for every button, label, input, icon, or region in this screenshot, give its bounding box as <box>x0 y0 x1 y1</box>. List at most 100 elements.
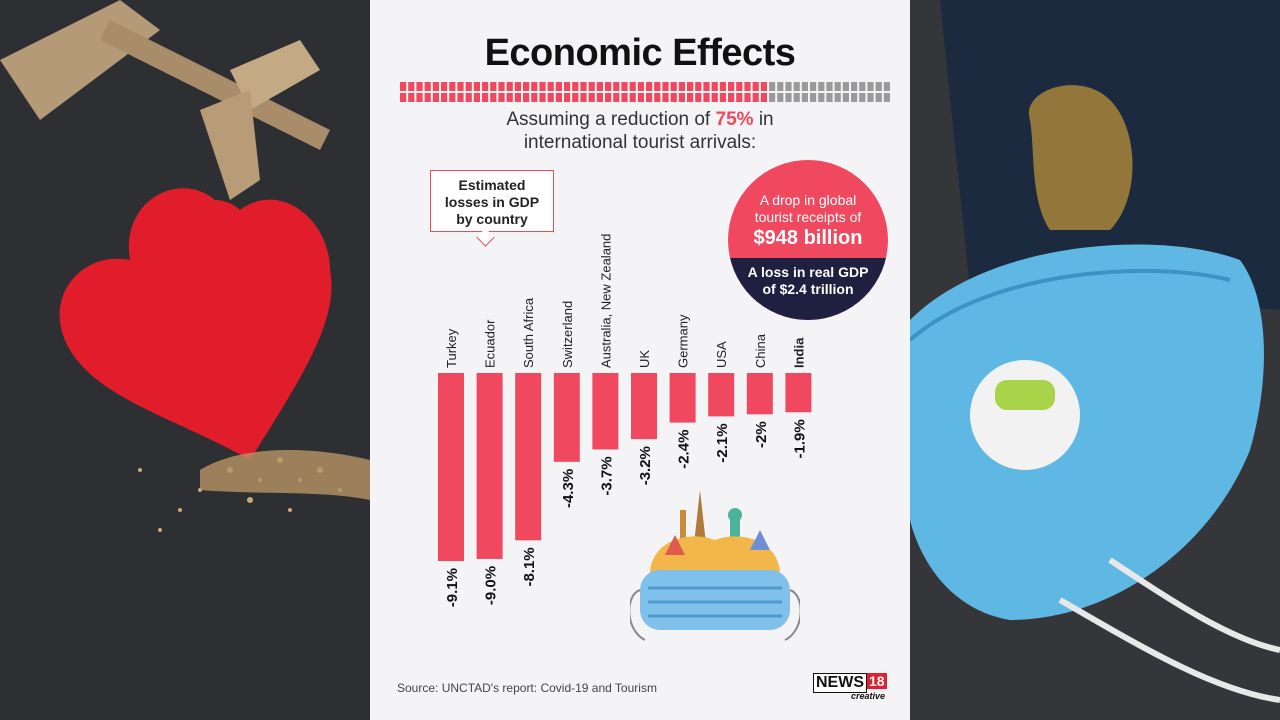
background-photo-left <box>0 0 370 720</box>
progress-segment <box>424 93 431 102</box>
progress-segment <box>449 82 456 91</box>
category-label: UK <box>637 350 652 368</box>
progress-segment <box>670 82 677 91</box>
gdp-loss-callout: Estimated losses in GDP by country <box>430 170 554 232</box>
category-label: Australia, New Zealand <box>598 234 613 368</box>
progress-segment <box>588 82 595 91</box>
category-label: Ecuador <box>483 319 498 368</box>
progress-segment <box>859 93 866 102</box>
bar <box>746 373 773 415</box>
progress-segment <box>867 93 874 102</box>
receipts-line1: A drop in global <box>759 192 857 208</box>
progress-segment <box>523 93 530 102</box>
receipts-text: A drop in global tourist receipts of <box>728 192 888 226</box>
progress-segment <box>580 93 587 102</box>
category-label: USA <box>714 341 729 368</box>
logo-text: NEWS <box>813 673 867 693</box>
progress-segment <box>613 93 620 102</box>
progress-segment <box>424 82 431 91</box>
progress-segment <box>842 93 849 102</box>
category-label: India <box>791 337 806 368</box>
bar <box>631 373 657 440</box>
category-label: South Africa <box>521 297 536 368</box>
value-label: -2.1% <box>714 423 731 462</box>
progress-segment <box>539 82 546 91</box>
progress-segment <box>441 93 448 102</box>
value-label: -2% <box>753 421 770 448</box>
progress-segment <box>760 93 767 102</box>
progress-segment <box>851 82 858 91</box>
progress-segment <box>482 82 489 91</box>
progress-segment <box>596 82 603 91</box>
progress-segment <box>695 93 702 102</box>
gdp-loss-box: A loss in real GDP of $2.4 trillion <box>728 258 888 320</box>
progress-segment <box>842 82 849 91</box>
progress-segment <box>711 82 718 91</box>
progress-segment <box>482 93 489 102</box>
progress-segment <box>416 93 423 102</box>
progress-segment <box>834 93 841 102</box>
progress-segment <box>769 82 776 91</box>
progress-segment <box>867 82 874 91</box>
progress-segment <box>514 82 521 91</box>
progress-segment <box>793 82 800 91</box>
progress-segment <box>810 93 817 102</box>
progress-segment <box>670 93 677 102</box>
progress-segment <box>744 82 751 91</box>
progress-segment <box>490 82 497 91</box>
progress-segment <box>646 93 653 102</box>
progress-segment <box>572 93 579 102</box>
value-label: -8.1% <box>521 547 538 586</box>
progress-segment <box>662 82 669 91</box>
progress-segment <box>752 82 759 91</box>
category-label: Germany <box>676 314 691 368</box>
progress-segment <box>728 93 735 102</box>
progress-segment <box>572 82 579 91</box>
progress-segment <box>490 93 497 102</box>
progress-segment <box>621 93 628 102</box>
progress-segment <box>449 93 456 102</box>
progress-segment <box>883 82 890 91</box>
progress-segment <box>801 93 808 102</box>
subtitle-suffix: in <box>758 109 774 130</box>
progress-segment <box>744 93 751 102</box>
progress-segment <box>555 93 562 102</box>
value-label: -1.9% <box>791 419 808 458</box>
progress-segment <box>654 93 661 102</box>
progress-segment <box>687 93 694 102</box>
progress-segment <box>678 93 685 102</box>
progress-segment <box>564 82 571 91</box>
progress-segment <box>695 82 702 91</box>
gdp-loss-line1: A loss in real GDP <box>747 264 869 280</box>
progress-segment <box>457 82 464 91</box>
progress-segment <box>875 82 882 91</box>
progress-segment <box>555 82 562 91</box>
progress-segment <box>523 82 530 91</box>
subtitle-prefix: Assuming a reduction of <box>506 109 711 130</box>
value-label: -3.2% <box>637 446 654 485</box>
page-title: Economic Effects <box>484 32 796 74</box>
progress-segment <box>605 93 612 102</box>
plane-and-heart-illustration <box>0 0 370 720</box>
progress-segment <box>498 93 505 102</box>
passport-and-mask-illustration <box>910 0 1280 720</box>
subtitle-percentage: 75% <box>715 109 754 130</box>
progress-segment <box>785 93 792 102</box>
value-label: -9.0% <box>483 566 500 605</box>
progress-segment <box>851 93 858 102</box>
receipts-line2: tourist receipts of <box>754 209 862 225</box>
bar <box>553 373 580 462</box>
infographic-panel: Economic Effects Assuming a reduction of… <box>370 0 910 720</box>
bar <box>476 373 503 559</box>
progress-segment <box>473 93 480 102</box>
progress-segment <box>506 93 513 102</box>
progress-segment <box>547 82 554 91</box>
category-label: Turkey <box>444 328 459 368</box>
progress-segment <box>777 82 784 91</box>
progress-segment <box>646 82 653 91</box>
callout-line1: Estimated <box>458 177 526 193</box>
category-label: Switzerland <box>560 301 575 368</box>
progress-segment <box>637 93 644 102</box>
progress-segment <box>408 93 415 102</box>
progress-segment <box>416 82 423 91</box>
